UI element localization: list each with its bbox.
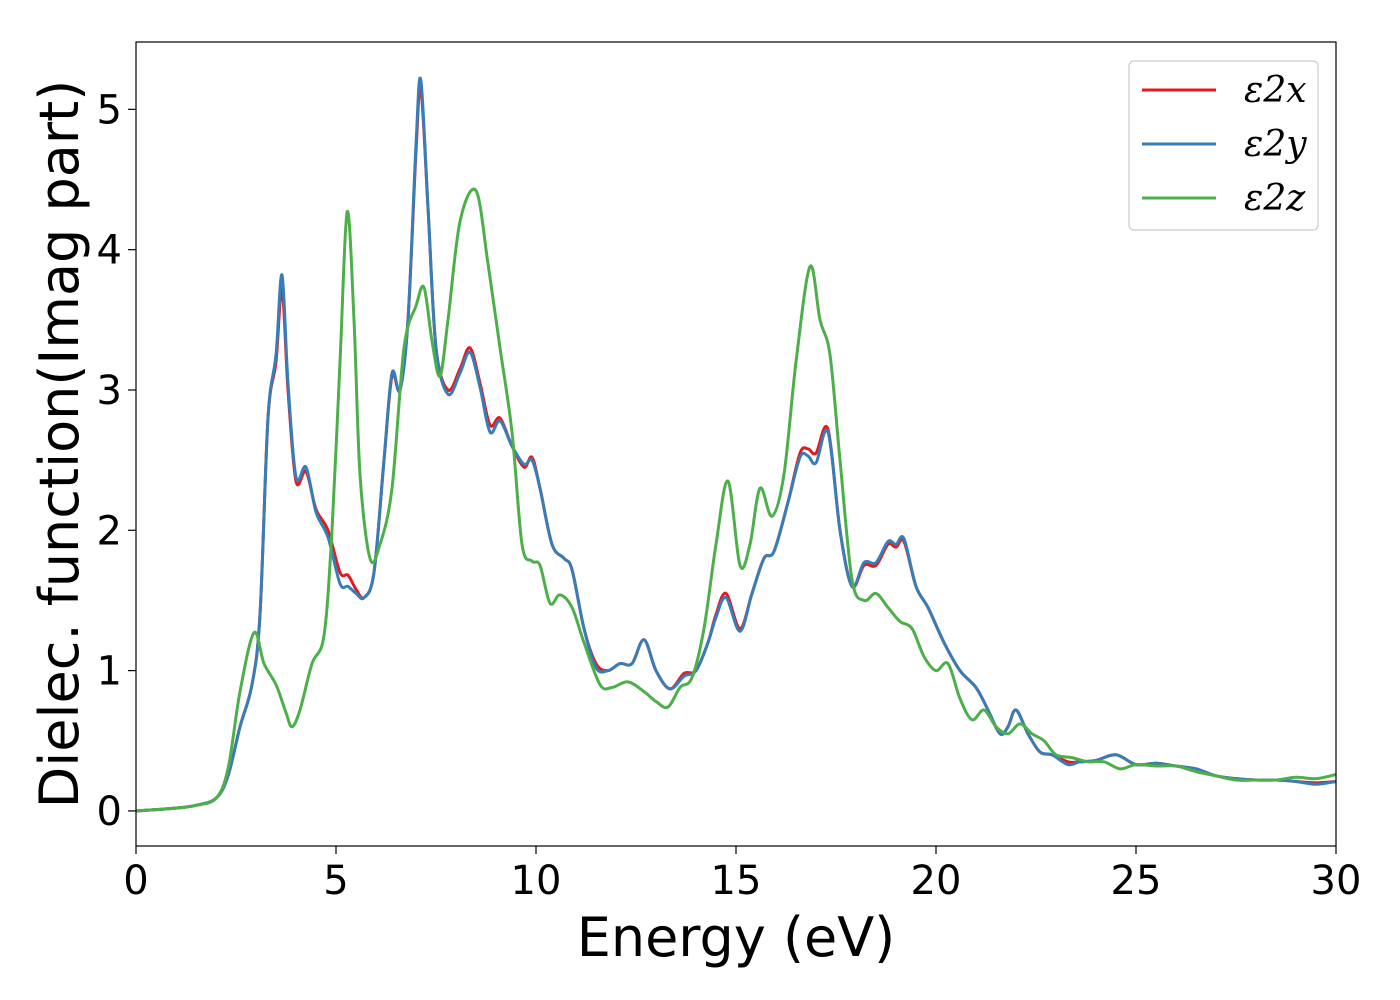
y-tick-label: 4 [97,228,122,274]
legend: ε2x ε2y ε2z [1128,60,1319,231]
x-axis-label: Energy (eV) [577,906,896,969]
legend-label: ε2x [1244,70,1307,111]
y-tick-label: 3 [97,368,122,414]
x-tick-label: 15 [711,858,762,904]
legend-label: ε2z [1244,178,1306,219]
x-tick-label: 0 [123,858,148,904]
legend-box [1128,60,1319,231]
series-line-z [136,187,1336,813]
y-tick-label: 5 [97,87,122,133]
y-axis: 0 1 2 3 4 5 [97,87,136,835]
legend-label: ε2y [1244,124,1307,165]
x-tick-label: 5 [323,858,348,904]
x-tick-label: 10 [511,858,562,904]
y-tick-label: 1 [97,649,122,695]
x-tick-label: 30 [1311,858,1362,904]
y-tick-label: 0 [97,789,122,835]
x-axis: 0 5 10 15 20 25 30 [123,846,1361,904]
x-tick-label: 25 [1111,858,1162,904]
y-tick-label: 2 [97,508,122,554]
plot-lines [136,76,1336,813]
x-tick-label: 20 [911,858,962,904]
y-axis-label: Dielec. function(Imag part) [28,80,91,809]
